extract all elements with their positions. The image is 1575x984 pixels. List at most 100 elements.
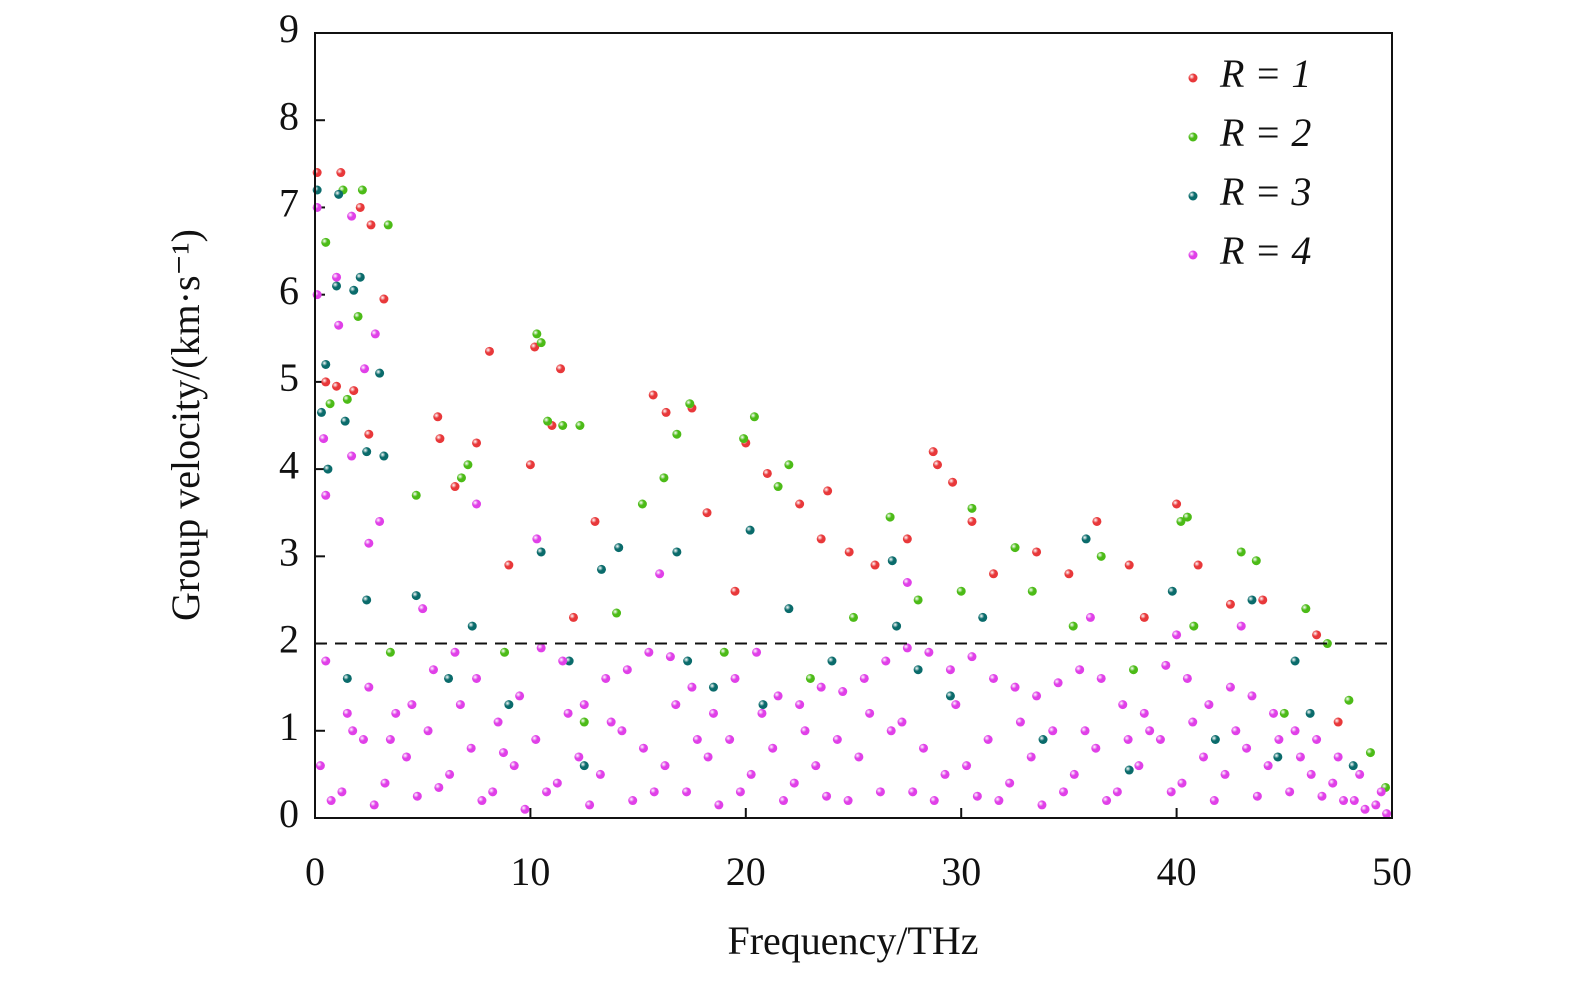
point [778,796,788,806]
x-axis-label: Frequency/THz [727,918,978,963]
point [606,717,616,727]
point [321,656,331,666]
point [714,800,724,810]
point [746,769,756,779]
point [411,490,421,500]
point [823,486,833,496]
point [614,543,624,553]
point [472,499,482,509]
point [380,778,390,788]
point [536,338,546,348]
point [1285,787,1295,797]
point [945,691,955,701]
legend-marker [1188,191,1198,201]
point [500,647,510,657]
point [967,516,977,526]
point [928,447,938,457]
point [1032,691,1042,701]
point [1068,621,1078,631]
point [1247,691,1257,701]
point [349,386,359,396]
point [628,796,638,806]
point [445,769,455,779]
point [391,708,401,718]
point [637,499,647,509]
point [450,647,460,657]
point [1075,665,1085,675]
point [1365,748,1375,758]
point [827,656,837,666]
point [348,726,358,736]
point [758,700,768,710]
point [428,665,438,675]
point [933,460,943,470]
point [1155,735,1165,744]
point [1134,761,1144,771]
point [1166,787,1176,797]
point [983,735,993,744]
point [1096,673,1106,683]
point [1102,796,1112,806]
point [1290,726,1300,736]
point [1010,682,1020,692]
y-tick-label: 3 [279,530,299,575]
point [897,717,907,727]
point [515,691,525,701]
point [574,752,584,762]
point [369,800,379,810]
point [575,421,585,430]
point [342,708,352,718]
point [1069,769,1079,779]
point [1339,796,1349,806]
point [434,782,444,792]
point [672,429,682,439]
point [849,612,858,622]
point [423,726,433,736]
point [1091,743,1101,753]
point [762,468,772,478]
point [644,647,654,657]
point [989,569,999,579]
point [360,364,370,374]
point [773,691,783,701]
point [1026,752,1036,762]
point [364,429,374,439]
point [1242,743,1252,753]
y-tick-label: 5 [279,355,299,400]
point [940,769,950,779]
point [1225,682,1235,692]
point [1269,708,1279,718]
point [768,743,778,753]
point [1177,778,1187,788]
point [579,700,589,710]
point [532,329,542,339]
point [379,451,389,461]
point [1317,791,1327,801]
point [1209,796,1219,806]
point [659,473,669,483]
point [843,796,853,806]
legend-marker [1188,73,1198,83]
point [844,547,854,557]
point [596,564,606,574]
point [805,673,815,683]
point [337,787,347,797]
point [886,726,896,736]
point [784,460,794,470]
point [832,735,842,744]
point [467,621,477,631]
point [1038,735,1048,744]
point [536,547,546,557]
point [875,787,885,797]
point [692,735,702,744]
y-tick-label: 6 [279,268,299,313]
point [342,394,352,404]
point [407,700,417,710]
point [418,604,428,614]
point [325,399,335,409]
point [665,652,675,662]
point [563,708,573,718]
point [989,673,999,683]
point [735,787,745,797]
